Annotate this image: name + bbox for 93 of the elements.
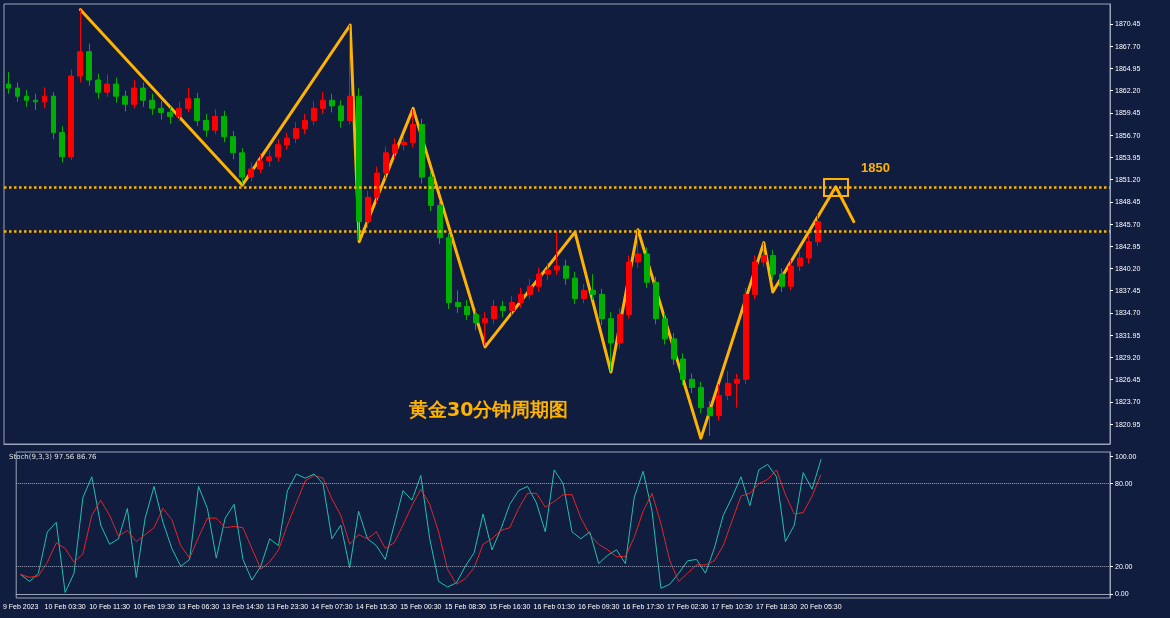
candlestick — [329, 93, 335, 113]
candlestick — [338, 99, 344, 129]
candlestick — [194, 92, 200, 127]
candlestick — [59, 125, 65, 164]
candlestick — [428, 170, 434, 212]
candlestick — [797, 251, 803, 272]
candlestick — [320, 91, 326, 115]
candlestick — [365, 190, 371, 229]
candlestick — [266, 149, 272, 168]
candlestick — [257, 153, 263, 174]
candlestick — [581, 283, 587, 304]
candlestick — [500, 300, 506, 318]
candlestick — [284, 132, 290, 151]
candlestick — [590, 273, 596, 301]
candlestick — [680, 352, 686, 386]
candlestick — [509, 295, 515, 316]
candlestick — [563, 259, 569, 286]
candlestick — [33, 93, 38, 111]
candlestick — [212, 108, 218, 135]
candlestick — [383, 145, 389, 180]
candlestick — [536, 267, 542, 293]
candlestick — [42, 86, 47, 109]
candlestick — [203, 113, 209, 138]
candlestick — [113, 77, 119, 104]
candlestick — [293, 121, 299, 144]
candlestick — [815, 212, 821, 247]
candlestick — [716, 383, 722, 422]
candlestick — [77, 9, 83, 83]
candlestick — [743, 287, 749, 385]
candlestick — [311, 100, 317, 126]
candlestick — [518, 287, 524, 309]
text: 黄金30分钟周期图 — [408, 397, 569, 420]
candlestick — [419, 118, 425, 185]
candlestick — [698, 381, 704, 414]
candlestick — [608, 311, 614, 372]
candlestick — [446, 232, 452, 310]
candlestick — [752, 255, 758, 300]
candlestick — [707, 400, 713, 437]
candlestick — [302, 113, 308, 135]
candlestick — [239, 147, 245, 185]
candlestick — [158, 100, 164, 121]
candlestick — [104, 73, 110, 98]
candlestick — [725, 370, 731, 401]
candlestick — [176, 101, 182, 122]
candlestick — [734, 373, 740, 409]
candlestick — [392, 137, 398, 159]
candlestick — [527, 278, 533, 300]
candlestick — [140, 81, 146, 108]
candlestick — [167, 106, 173, 125]
candlestick — [185, 87, 191, 113]
candlestick — [51, 91, 56, 140]
candlestick — [653, 276, 659, 325]
candlestick — [437, 199, 443, 245]
candlestick — [554, 231, 560, 276]
candlestick — [617, 307, 623, 350]
candlestick — [86, 43, 92, 87]
candlestick — [356, 87, 362, 241]
candlestick — [788, 259, 794, 291]
candlestick — [662, 312, 668, 346]
candlestick — [779, 267, 785, 293]
candlestick — [15, 81, 20, 103]
candlestick — [275, 138, 281, 163]
candlestick — [464, 299, 470, 321]
candlestick — [473, 308, 479, 331]
candlestick — [761, 242, 767, 268]
candlestick — [806, 234, 812, 265]
candlestick — [491, 299, 497, 325]
candlestick — [671, 332, 677, 366]
candlestick — [347, 24, 353, 126]
candlestick — [689, 373, 695, 394]
candlestick — [374, 166, 380, 204]
candlestick — [482, 311, 488, 346]
candlestick — [68, 69, 74, 161]
candlestick — [122, 90, 128, 113]
candlestick — [230, 130, 236, 160]
candlestick — [626, 255, 632, 320]
candlestick — [401, 135, 407, 151]
candlestick — [635, 229, 641, 269]
candlestick — [410, 108, 416, 148]
candlestick — [149, 93, 155, 116]
candlestick — [248, 162, 254, 182]
candlestick — [455, 289, 461, 314]
candlestick — [24, 89, 29, 108]
candlestick — [644, 246, 650, 289]
candlestick — [770, 249, 776, 281]
candlestick — [221, 110, 227, 143]
candlestick — [599, 288, 605, 326]
candlestick — [131, 79, 137, 109]
candlestick — [545, 262, 551, 281]
candlestick — [95, 73, 101, 100]
candlestick — [572, 271, 578, 305]
candlestick — [6, 71, 11, 95]
ref-line-label: 1850 — [861, 159, 890, 175]
